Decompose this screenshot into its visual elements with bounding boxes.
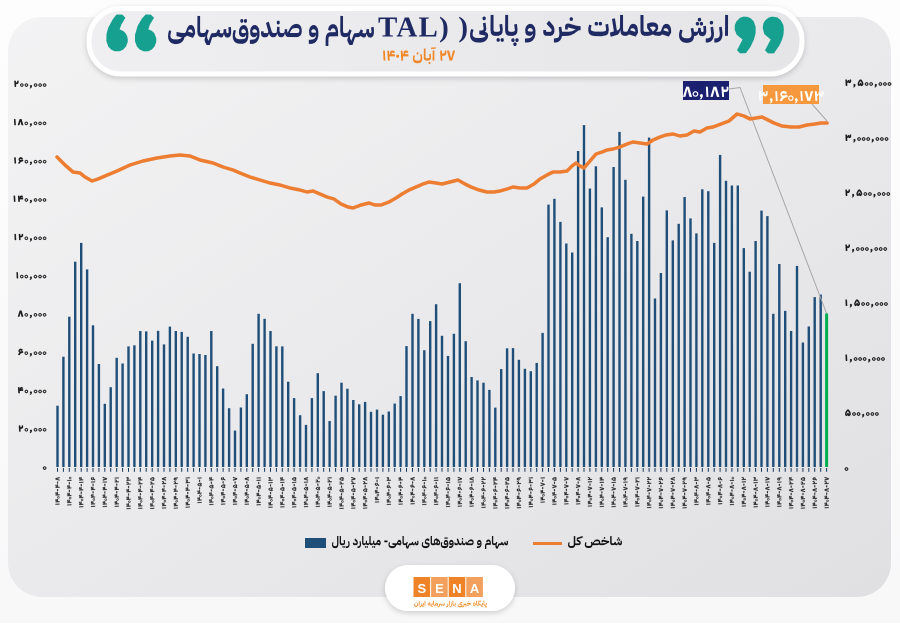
svg-text:S: S bbox=[417, 581, 426, 596]
svg-text:E: E bbox=[435, 581, 444, 596]
svg-text:A: A bbox=[470, 581, 480, 596]
svg-text:N: N bbox=[452, 581, 461, 596]
svg-text:TAL) ): TAL) ) bbox=[378, 12, 469, 44]
